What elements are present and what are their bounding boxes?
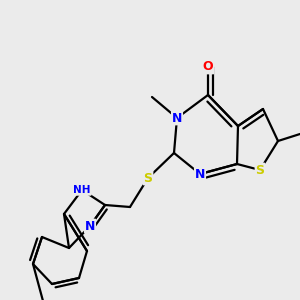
Text: N: N bbox=[195, 167, 205, 181]
Text: S: S bbox=[143, 172, 152, 184]
Text: O: O bbox=[203, 61, 213, 74]
Text: NH: NH bbox=[73, 185, 91, 195]
Text: N: N bbox=[172, 112, 182, 124]
Text: S: S bbox=[256, 164, 265, 176]
Text: N: N bbox=[85, 220, 95, 232]
